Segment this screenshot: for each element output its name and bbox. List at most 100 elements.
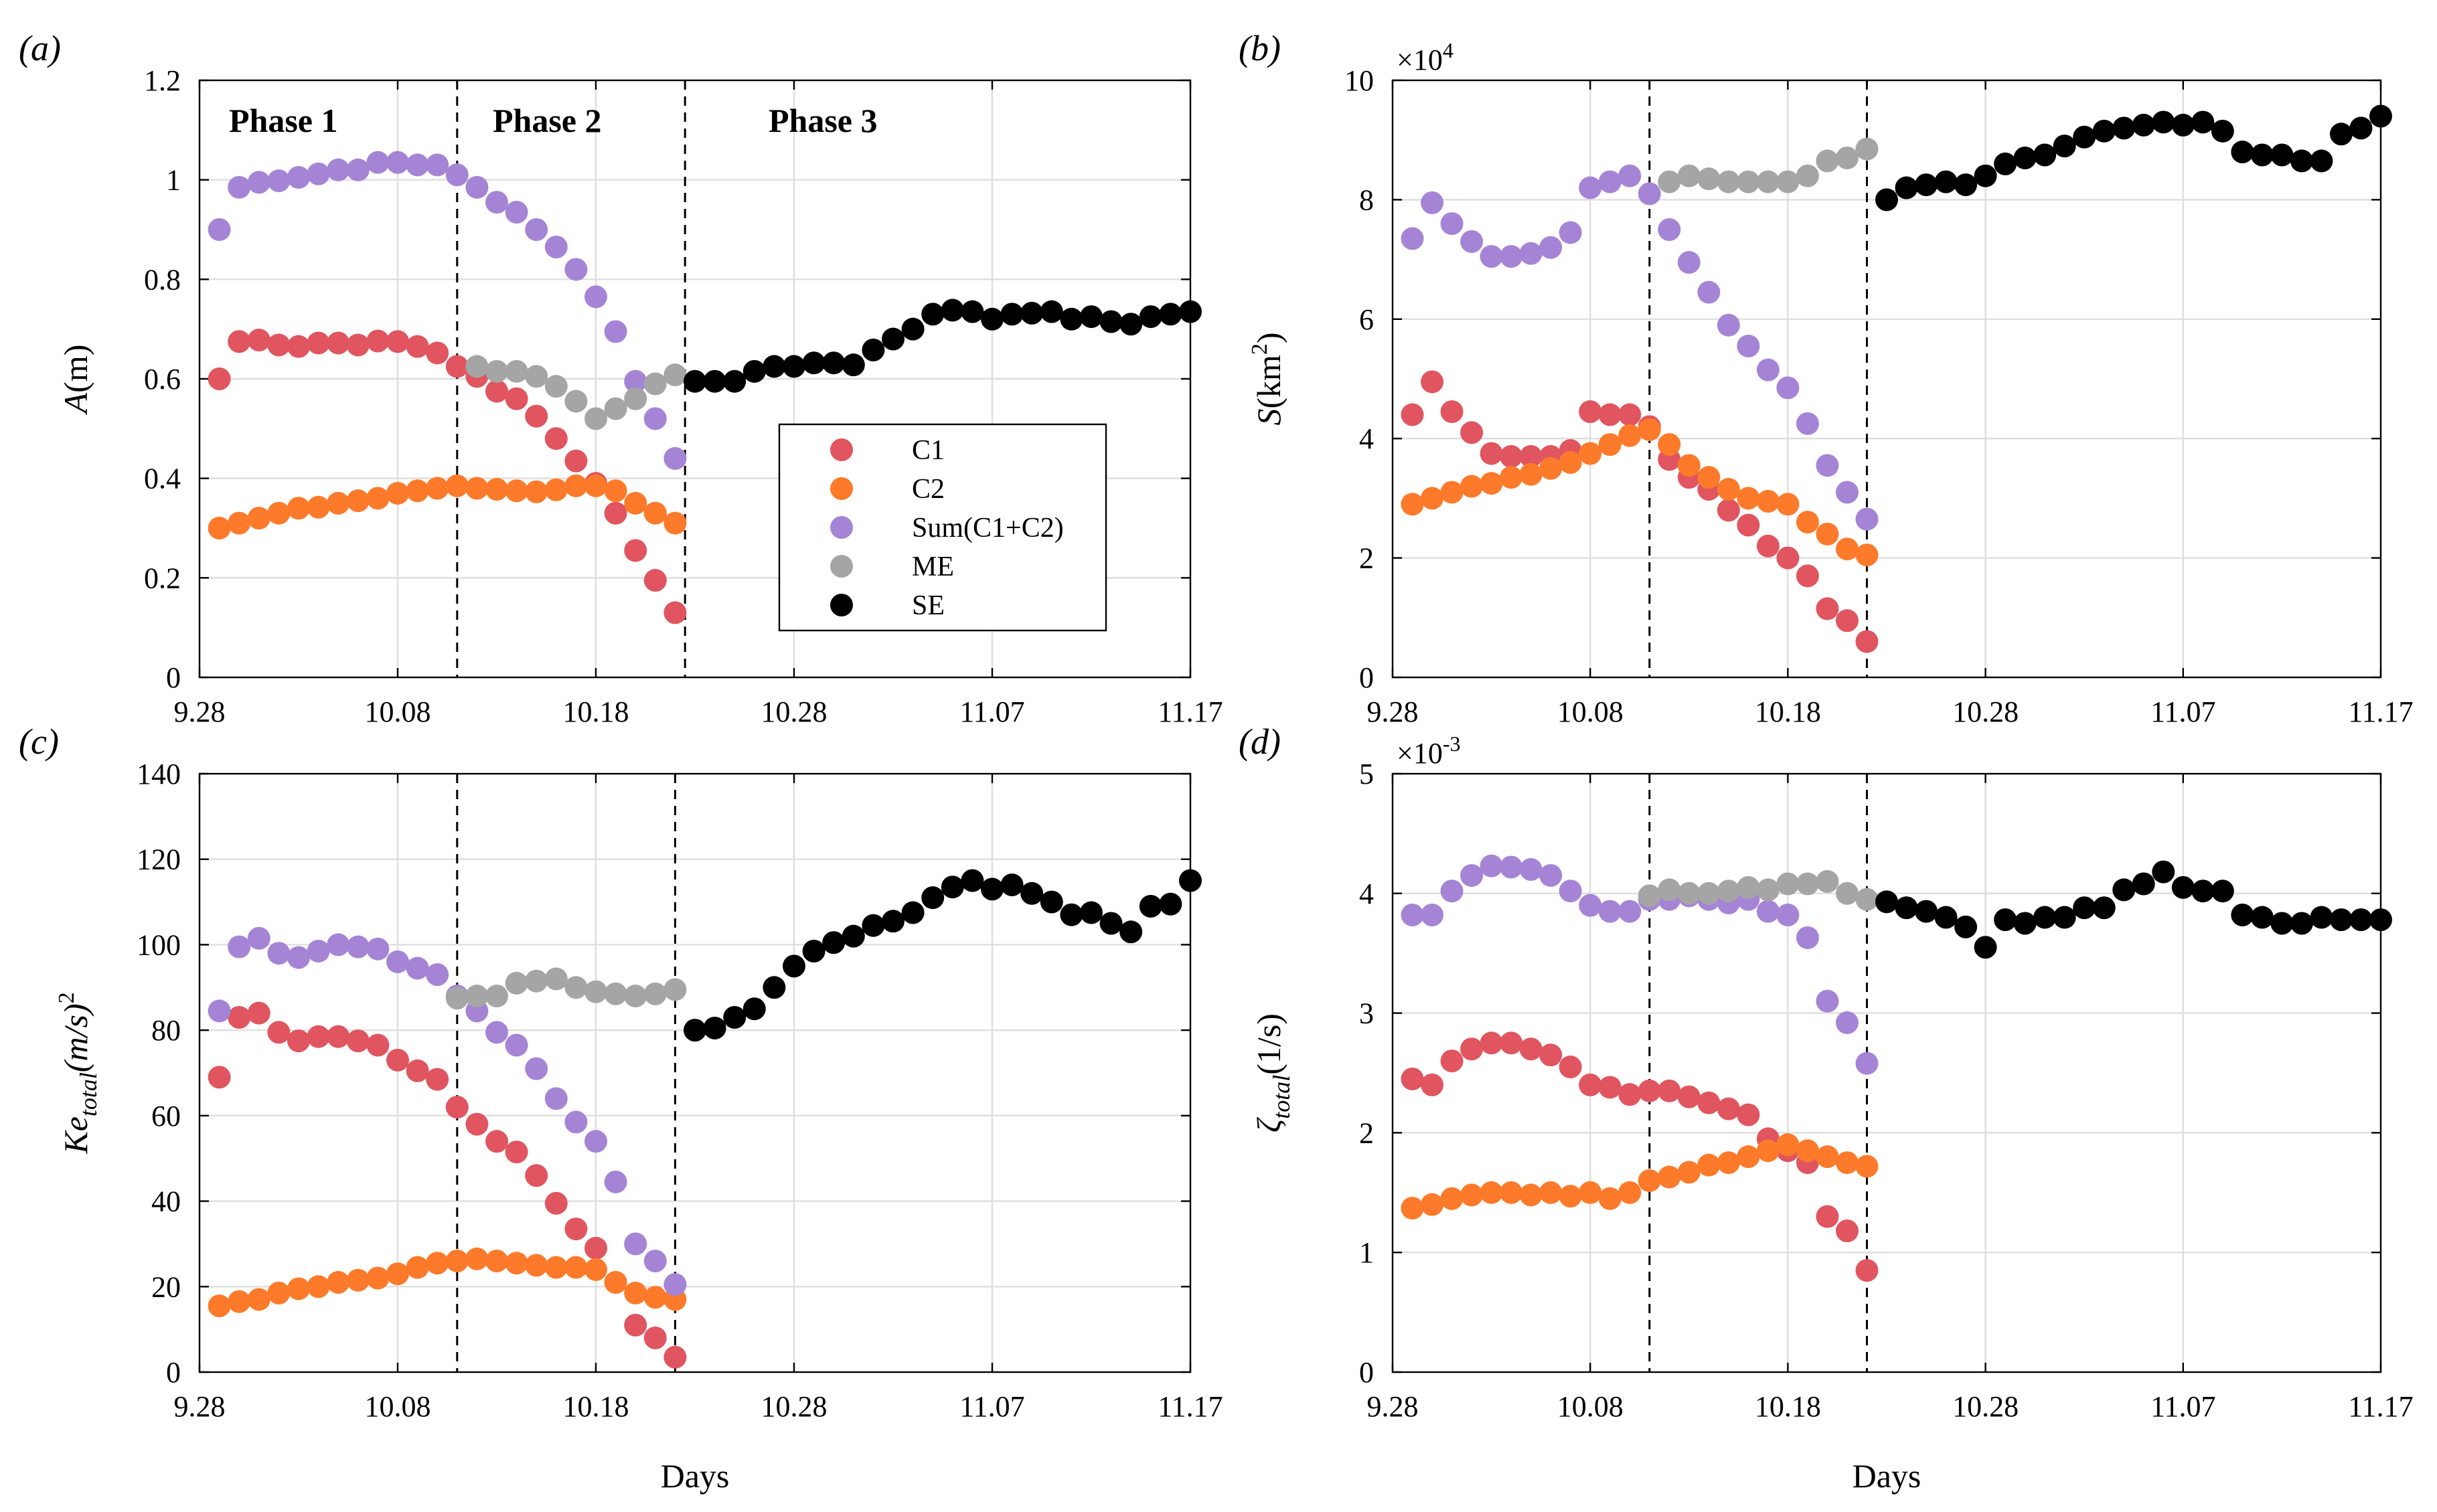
data-point (1697, 881, 1721, 905)
data-point (1717, 879, 1740, 903)
data-point (663, 1345, 687, 1369)
data-point (1677, 454, 1701, 477)
data-point (842, 353, 865, 377)
data-point (445, 1096, 469, 1119)
data-point (1954, 915, 1978, 938)
data-point (584, 980, 607, 1003)
data-point (1119, 313, 1143, 336)
phase-label: Phase 3 (769, 102, 878, 139)
data-point (2171, 113, 2195, 137)
x-tick-label: 10.08 (1557, 1390, 1624, 1423)
data-point (1776, 1133, 1800, 1157)
data-point (1796, 1139, 1819, 1163)
data-point (1618, 1181, 1642, 1204)
data-point (1737, 875, 1760, 899)
data-point (1756, 489, 1780, 513)
data-point (1000, 873, 1024, 897)
data-point (1974, 164, 1997, 187)
y-tick-label: 4 (1359, 422, 1374, 455)
data-point (1658, 218, 1681, 241)
data-point (287, 165, 310, 189)
data-point (525, 1164, 548, 1187)
data-point (1401, 903, 1424, 926)
data-point (584, 285, 607, 309)
data-point (1460, 863, 1484, 887)
data-point (1816, 989, 1839, 1013)
data-point (604, 479, 627, 503)
data-point (465, 1112, 489, 1136)
y-tick-label: 0 (166, 1356, 181, 1389)
data-point (1020, 301, 1044, 325)
data-point (1776, 170, 1800, 193)
data-point (505, 359, 528, 383)
data-point (386, 1262, 409, 1286)
data-point (1816, 869, 1839, 893)
data-point (1421, 191, 1444, 214)
data-point (1401, 493, 1424, 516)
data-point (1539, 1181, 1563, 1204)
y-tick-label: 80 (151, 1014, 181, 1047)
data-point (624, 539, 647, 562)
data-point (287, 335, 310, 358)
data-point (1519, 463, 1543, 486)
data-point (1598, 1076, 1622, 1099)
data-point (1500, 444, 1523, 468)
data-point (406, 153, 429, 177)
data-point (1835, 481, 1859, 504)
data-point (2211, 119, 2234, 143)
data-point (584, 407, 607, 430)
data-point (564, 258, 588, 281)
data-point (1421, 370, 1444, 394)
data-point (287, 1029, 310, 1053)
data-point (604, 397, 627, 420)
data-point (564, 390, 588, 413)
data-point (921, 303, 945, 326)
data-point (1080, 901, 1103, 924)
y-tick-label: 20 (151, 1270, 181, 1303)
data-point (465, 985, 489, 1008)
data-point (366, 151, 390, 174)
panel-c: 9.28 10.08 10.18 10.28 11.07 11.17 0 20 40 60 80 10… (19, 722, 1223, 1495)
x-tick-label: 9.28 (1367, 1390, 1419, 1423)
y-multiplier: ×10-3 (1397, 732, 1460, 770)
data-point (2092, 896, 2116, 920)
data-point (1638, 884, 1661, 908)
data-point (1737, 513, 1760, 537)
data-point (564, 976, 588, 999)
data-point (624, 491, 647, 515)
data-point (445, 987, 469, 1010)
series-c2 (208, 474, 687, 539)
y-tick-label: 6 (1359, 303, 1374, 336)
data-point (584, 1130, 607, 1153)
legend-label: ME (912, 552, 954, 582)
x-tick-label: 10.08 (1557, 695, 1624, 728)
data-point (1796, 564, 1819, 588)
data-point (525, 218, 548, 241)
data-point (2092, 119, 2116, 143)
data-point (346, 158, 370, 181)
data-point (1579, 400, 1602, 424)
data-point (643, 569, 667, 592)
data-point (1717, 1151, 1740, 1175)
data-point (882, 327, 905, 351)
x-tick-label: 10.28 (761, 1390, 828, 1423)
data-point (1816, 454, 1839, 477)
series-sum-c1-c2- (1401, 164, 1879, 531)
data-point (267, 1281, 291, 1305)
data-point (941, 299, 964, 322)
data-point (1040, 890, 1063, 914)
data-point (1855, 543, 1879, 567)
data-point (1875, 188, 1898, 212)
data-point (1638, 182, 1661, 205)
y-axis-label: A(m) (57, 345, 94, 416)
data-point (1658, 878, 1681, 902)
data-point (1618, 1083, 1642, 1106)
data-point (307, 940, 330, 963)
data-point (763, 355, 786, 378)
data-point (208, 517, 231, 539)
data-point (862, 338, 885, 361)
x-tick-label: 11.17 (1158, 695, 1223, 728)
data-point (1480, 1031, 1503, 1055)
data-point (1835, 537, 1859, 561)
data-point (1579, 894, 1602, 917)
